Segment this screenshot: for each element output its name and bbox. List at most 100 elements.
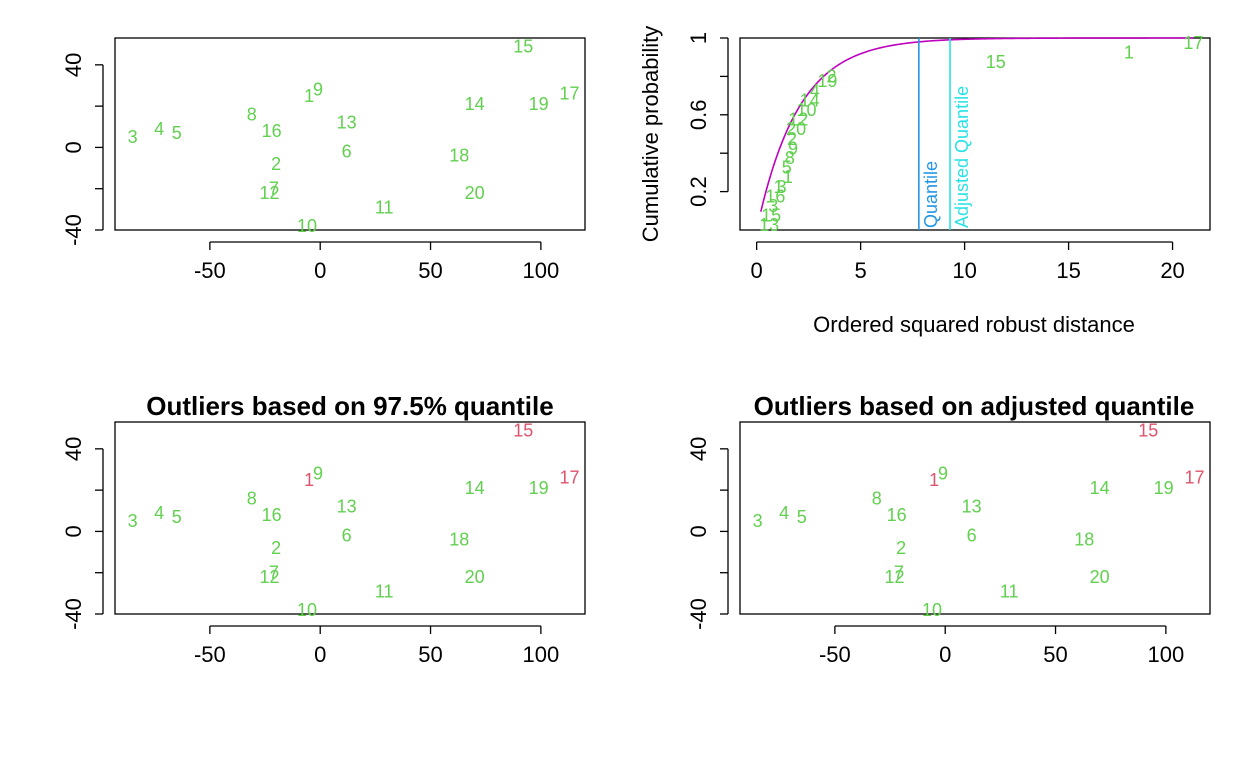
quantile-line-label: Quantile <box>921 161 941 228</box>
x-tick-label: 50 <box>418 258 442 283</box>
point-label-4: 4 <box>779 503 789 523</box>
y-tick-label: 0.2 <box>686 176 711 207</box>
point-label-14: 14 <box>465 94 485 114</box>
y-tick-label: 0.6 <box>686 100 711 131</box>
point-label-18: 18 <box>449 530 469 550</box>
point-label-18: 18 <box>449 146 469 166</box>
point-label-19: 19 <box>529 478 549 498</box>
point-label-6: 6 <box>342 526 352 546</box>
cdf-point-label: 5 <box>782 158 792 178</box>
cdf-point-label: 1 <box>1124 42 1134 62</box>
point-label-11: 11 <box>375 581 394 601</box>
cdf-point-label: 12 <box>788 110 808 130</box>
point-label-10: 10 <box>297 216 317 236</box>
y-tick-label: 0 <box>686 525 711 537</box>
cdf-point-label: 8 <box>785 148 795 168</box>
point-label-4: 4 <box>154 119 164 139</box>
y-tick-label: 0 <box>61 141 86 153</box>
x-tick-label: -50 <box>194 258 226 283</box>
point-label-16: 16 <box>262 505 282 525</box>
x-tick-label: 0 <box>314 258 326 283</box>
point-label-14: 14 <box>1090 478 1110 498</box>
point-label-19: 19 <box>1154 478 1174 498</box>
cdf-point-label: 1 <box>773 177 783 197</box>
point-label-20: 20 <box>465 567 485 587</box>
point-label-17: 17 <box>1185 468 1205 488</box>
cdf-point-label: 1 <box>783 167 793 187</box>
point-label-6: 6 <box>967 526 977 546</box>
x-tick-label: 10 <box>952 258 976 283</box>
cdf-point-label: 17 <box>1183 33 1203 53</box>
cdf-point-label: 2 <box>787 129 797 149</box>
point-label-8: 8 <box>872 488 882 508</box>
point-label-12: 12 <box>259 183 279 203</box>
cdf-point-label: 16 <box>765 186 785 206</box>
point-label-1: 1 <box>929 470 939 490</box>
cdf-point-label: 4 <box>810 81 820 101</box>
x-tick-label: 100 <box>523 642 560 667</box>
x-tick-label: 50 <box>1043 642 1067 667</box>
point-label-15: 15 <box>1138 420 1158 440</box>
x-tick-label: 0 <box>751 258 763 283</box>
cdf-curve <box>760 37 1194 212</box>
point-label-7: 7 <box>894 563 904 583</box>
point-label-5: 5 <box>797 507 807 527</box>
point-label-13: 13 <box>962 497 982 517</box>
point-label-15: 15 <box>513 420 533 440</box>
cdf-point-label: 2 <box>826 66 836 86</box>
point-label-20: 20 <box>465 183 485 203</box>
x-tick-label: 20 <box>1160 258 1184 283</box>
cdf-point-label: 14 <box>800 90 820 110</box>
point-label-8: 8 <box>247 104 257 124</box>
point-label-9: 9 <box>313 464 323 484</box>
point-label-13: 13 <box>337 113 357 133</box>
point-label-3: 3 <box>128 127 138 147</box>
point-label-3: 3 <box>753 511 763 531</box>
point-label-18: 18 <box>1074 530 1094 550</box>
plot-box <box>739 37 1211 231</box>
panel-title-97-5-quantile: Outliers based on 97.5% quantile <box>146 391 553 421</box>
panel-title-adjusted-quantile: Outliers based on adjusted quantile <box>754 391 1195 421</box>
point-label-15: 15 <box>513 36 533 56</box>
point-label-4: 4 <box>154 503 164 523</box>
cdf-point-label: 15 <box>986 52 1006 72</box>
point-label-3: 3 <box>128 511 138 531</box>
point-label-17: 17 <box>560 468 580 488</box>
y-tick-label: -40 <box>61 214 86 246</box>
point-label-2: 2 <box>271 154 281 174</box>
point-label-13: 13 <box>337 497 357 517</box>
point-label-11: 11 <box>375 197 394 217</box>
cdf-point-label: 3 <box>777 177 787 197</box>
y-tick-label: -40 <box>61 598 86 630</box>
point-label-5: 5 <box>172 123 182 143</box>
point-label-11: 11 <box>1000 581 1019 601</box>
x-tick-label: -50 <box>819 642 851 667</box>
y-tick-label: -40 <box>686 598 711 630</box>
cdf-point-label: 20 <box>786 119 806 139</box>
point-label-20: 20 <box>1090 567 1110 587</box>
point-label-7: 7 <box>269 179 279 199</box>
cdf-point-label: 13 <box>759 215 779 235</box>
point-label-2: 2 <box>896 538 906 558</box>
x-tick-label: 5 <box>854 258 866 283</box>
point-label-5: 5 <box>172 507 182 527</box>
y-tick-label: 1 <box>686 32 711 44</box>
point-label-7: 7 <box>269 563 279 583</box>
point-label-19: 19 <box>529 94 549 114</box>
adjusted-quantile-line-label: Adjusted Quantile <box>952 86 972 228</box>
plot-box <box>114 37 586 231</box>
y-axis-title: Cumulative probability <box>638 26 663 242</box>
point-label-12: 12 <box>884 567 904 587</box>
x-tick-label: 0 <box>939 642 951 667</box>
x-axis-title: Ordered squared robust distance <box>813 312 1135 337</box>
point-label-12: 12 <box>259 567 279 587</box>
point-label-9: 9 <box>313 80 323 100</box>
cdf-point-label: 19 <box>817 71 837 91</box>
x-tick-label: 100 <box>1148 642 1185 667</box>
point-label-10: 10 <box>297 600 317 620</box>
y-tick-label: 40 <box>61 53 86 77</box>
